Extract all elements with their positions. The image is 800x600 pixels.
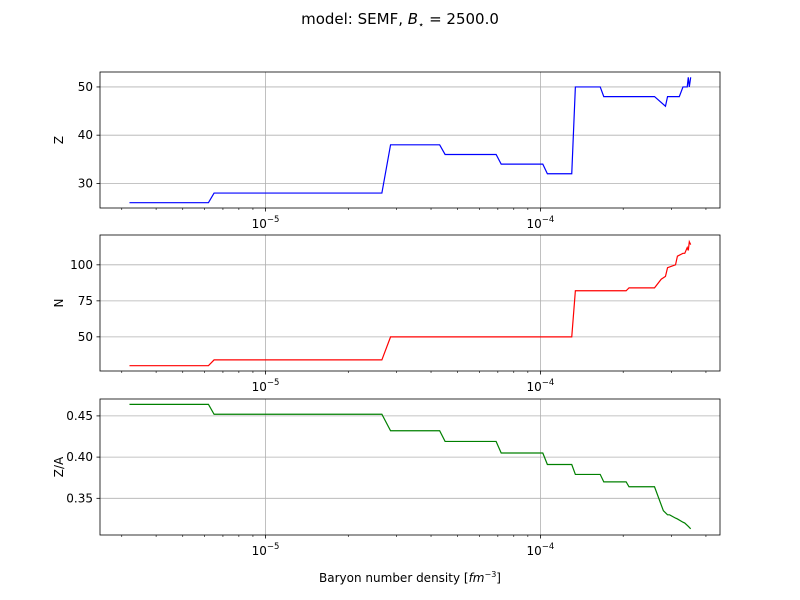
data-line-z — [129, 77, 692, 204]
y-axis-label: N — [52, 299, 66, 308]
y-axis-label: Z — [52, 136, 66, 144]
y-tick-label: 40 — [78, 128, 93, 142]
subplot-3: 10−5 10−4 0.35 0.40 0.45 Z/A — [52, 398, 721, 558]
x-tick-label: 10−5 — [252, 378, 280, 394]
x-tick-label: 10−4 — [527, 215, 555, 231]
y-tick-label: 100 — [70, 258, 93, 272]
data-line-z-over-a — [129, 403, 692, 530]
y-axis-label: Z/A — [52, 456, 66, 477]
plot-frame — [99, 398, 721, 536]
y-tick-label: 0.40 — [66, 450, 93, 464]
figure-title: model: SEMF, B⋆ = 2500.0 — [301, 10, 499, 31]
plot-frame — [99, 71, 721, 209]
y-tick-label: 0.45 — [66, 409, 93, 423]
subplot-1: 10−5 10−4 30 40 50 Z — [52, 71, 721, 231]
x-tick-label: 10−4 — [527, 542, 555, 558]
y-tick-label: 30 — [78, 176, 93, 190]
subplot-2: 10−5 10−4 50 75 100 N — [52, 234, 721, 394]
y-tick-label: 0.35 — [66, 491, 93, 505]
plot-frame — [99, 234, 721, 372]
y-tick-label: 50 — [78, 80, 93, 94]
y-tick-label: 75 — [78, 294, 93, 308]
x-tick-label: 10−4 — [527, 378, 555, 394]
x-axis-label: Baryon number density [fm−3] — [319, 570, 501, 585]
subplots-container: 10−5 10−4 30 40 50 Z 10−5 10−4 50 75 100 N 10−5 10−4 0… — [52, 71, 721, 558]
data-line-n — [129, 239, 692, 367]
x-tick-label: 10−5 — [252, 542, 280, 558]
y-tick-label: 50 — [78, 330, 93, 344]
x-tick-label: 10−5 — [252, 215, 280, 231]
